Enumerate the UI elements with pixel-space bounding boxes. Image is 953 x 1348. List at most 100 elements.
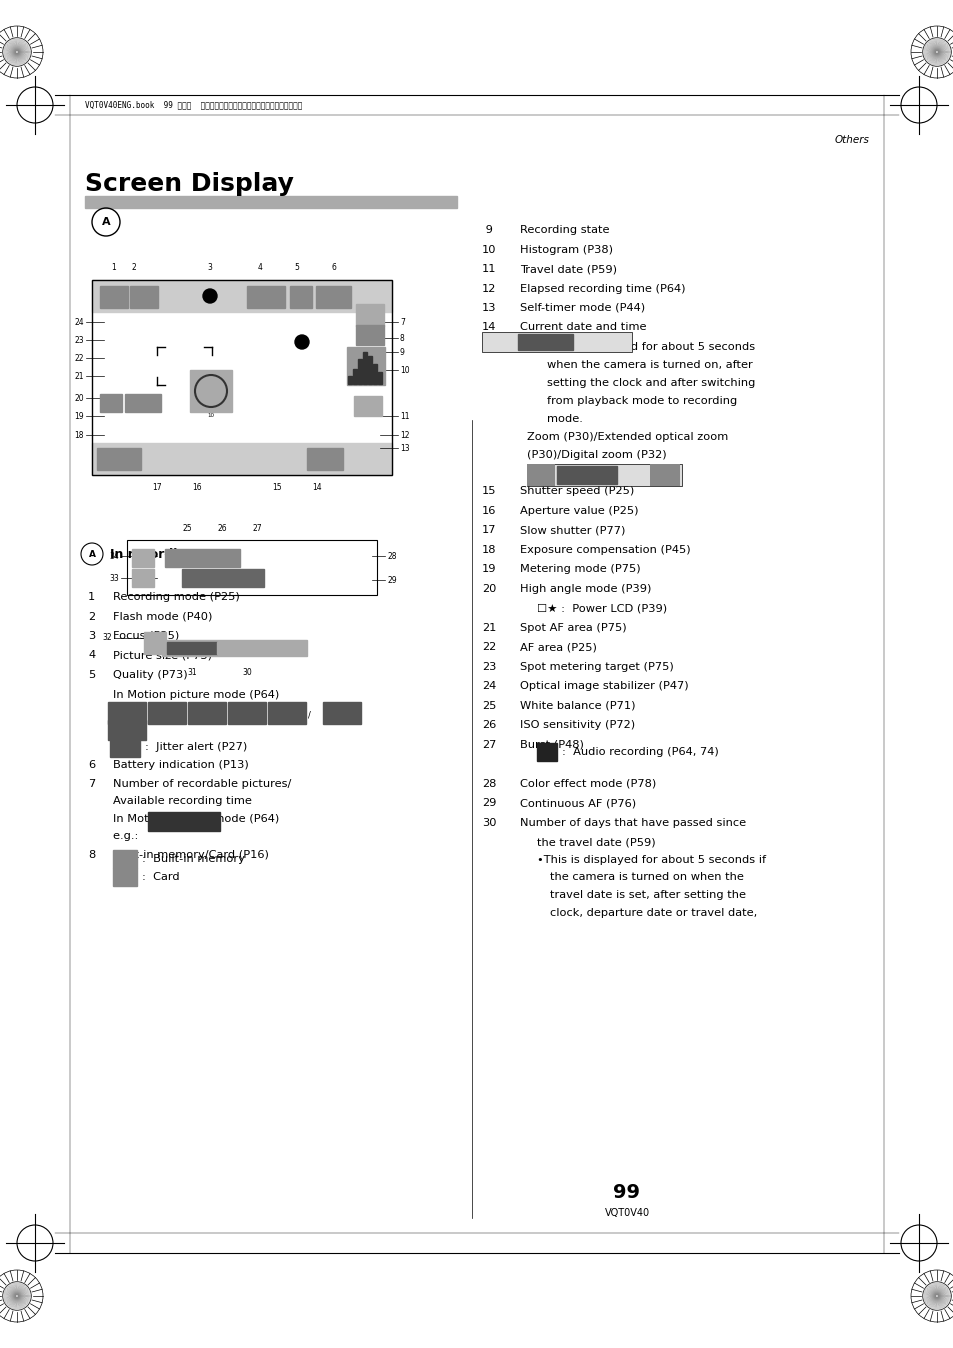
Text: 31: 31 [187,669,196,677]
Bar [355,325,384,345]
Text: :  Audio recording (P64, 74): : Audio recording (P64, 74) [561,747,718,758]
Bar [377,372,381,384]
Text: Burst (P48): Burst (P48) [519,740,583,749]
Bar [91,280,392,474]
Text: EZW: EZW [533,472,548,477]
Text: T: T [640,472,644,477]
Text: 11: 11 [481,264,496,274]
Text: H CAF COOL: H CAF COOL [203,576,242,581]
Text: 19: 19 [74,411,84,421]
Text: Travel date (P59): Travel date (P59) [519,264,617,274]
Bar [165,549,240,568]
Text: +1/3: +1/3 [112,457,127,461]
Text: Shutter speed (P25): Shutter speed (P25) [519,487,634,496]
Text: 2: 2 [88,612,95,621]
Text: 16: 16 [481,506,496,516]
Text: Metering mode (P75): Metering mode (P75) [519,565,640,574]
Text: e.g.:: e.g.: [112,830,146,841]
Text: Number of days that have passed since: Number of days that have passed since [519,818,745,828]
Bar [147,448,227,470]
Text: clock, departure date or travel date,: clock, departure date or travel date, [550,907,757,918]
Text: 26: 26 [481,720,496,731]
Text: 27: 27 [481,740,496,749]
Text: In Motion picture mode (P64): In Motion picture mode (P64) [112,689,279,700]
Text: Self-timer mode (P44): Self-timer mode (P44) [519,303,644,313]
Bar [108,702,146,724]
Text: ☐★ :  Power LCD (P39): ☐★ : Power LCD (P39) [537,604,666,613]
Text: 8: 8 [399,333,404,342]
Text: 10fps: 10fps [199,713,214,717]
Bar [481,332,631,352]
Text: 30: 30 [481,818,496,828]
Bar [167,642,216,654]
Bar [100,286,128,307]
Bar [162,640,307,656]
Bar [190,369,232,412]
Text: ISO sensitivity (P72): ISO sensitivity (P72) [519,720,635,731]
Text: :  Card: : Card [142,872,179,882]
Bar [112,851,137,868]
Bar [91,443,392,474]
Bar [97,448,141,470]
Text: Recording mode (P25): Recording mode (P25) [112,592,239,603]
Text: 1/25: 1/25 [257,454,278,464]
Text: 17: 17 [152,483,162,492]
Text: 14: 14 [312,483,321,492]
Bar [228,702,266,724]
Text: Quality (P73): Quality (P73) [112,670,188,679]
Bar [368,356,372,384]
Bar [132,569,153,586]
Text: Color effect mode (P78): Color effect mode (P78) [519,779,656,789]
Bar [233,448,302,470]
Text: 5s: 5s [320,456,329,462]
Text: 20: 20 [481,584,496,594]
Bar [85,195,456,208]
Circle shape [294,336,309,349]
Bar [348,376,352,384]
Text: 28: 28 [481,779,496,789]
Text: 28: 28 [387,551,396,561]
Text: 10: 10 [399,365,409,375]
Text: VQT0V40ENG.book  99 ページ  ２００６年２月２７日　月曜日　午後１時１９分: VQT0V40ENG.book 99 ページ ２００６年２月２７日 月曜日 午後… [85,101,302,109]
Bar [323,702,360,724]
Text: 10fps
16:9: 10fps 16:9 [120,727,133,735]
Text: setting the clock and after switching: setting the clock and after switching [546,377,755,388]
Text: R1h20m30s: R1h20m30s [151,817,216,828]
Text: AF area (P25): AF area (P25) [519,642,597,652]
Bar [182,569,264,586]
Text: 15: 15 [272,483,281,492]
Text: VQT0V40: VQT0V40 [604,1208,649,1219]
Text: •This is displayed for about 5 seconds: •This is displayed for about 5 seconds [537,342,755,352]
Text: when the camera is turned on, after: when the camera is turned on, after [546,360,752,369]
Bar [355,305,384,326]
Text: travel date is set, after setting the: travel date is set, after setting the [550,890,745,900]
Bar [363,352,367,384]
Bar [148,702,186,724]
Bar [127,541,376,594]
Text: 33: 33 [110,573,119,582]
Text: Number of recordable pictures/: Number of recordable pictures/ [112,779,291,789]
Text: 2: 2 [132,263,136,272]
Text: Battery indication (P13): Battery indication (P13) [112,760,249,770]
Text: 18: 18 [74,430,84,439]
Text: 34: 34 [110,551,119,561]
Text: 24: 24 [481,681,496,692]
Text: 12: 12 [481,283,496,294]
Text: 1X: 1X [659,472,669,477]
Text: 23: 23 [481,662,496,671]
Text: Slow shutter (P77): Slow shutter (P77) [519,526,625,535]
Text: 4: 4 [88,651,95,661]
Text: 10fps: 10fps [334,713,349,717]
Bar [290,286,312,307]
Text: 15: 15 [481,487,496,496]
Text: Elapsed recording time (P64): Elapsed recording time (P64) [519,283,685,294]
Text: 5: 5 [294,263,299,272]
Text: Zoom (P30)/Extended optical zoom: Zoom (P30)/Extended optical zoom [526,431,727,442]
Bar [247,286,285,307]
Text: 4: 4 [257,263,262,272]
Bar [144,632,166,654]
Text: /: / [308,710,311,720]
Text: 24: 24 [74,318,84,326]
Text: 21: 21 [74,372,84,380]
Bar [649,464,679,485]
